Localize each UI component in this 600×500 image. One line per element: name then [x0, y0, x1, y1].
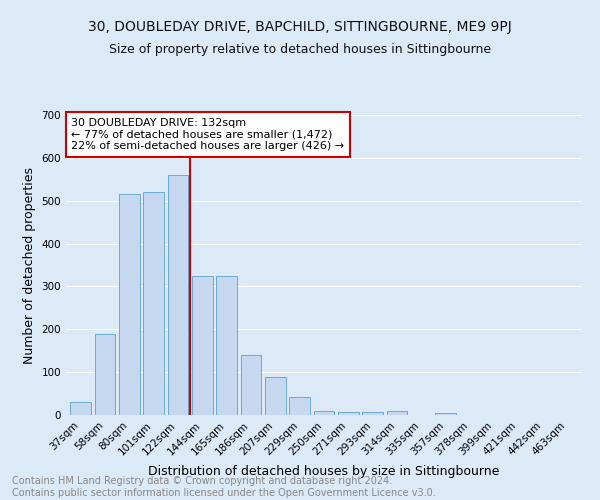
Bar [192, 276, 212, 415]
Bar [265, 378, 286, 415]
Bar [289, 397, 310, 415]
Bar [338, 412, 359, 415]
Bar [143, 192, 164, 415]
Bar [362, 412, 383, 415]
Bar [386, 410, 407, 415]
Bar [70, 402, 91, 415]
Bar [119, 194, 140, 415]
Bar [167, 175, 188, 415]
Bar [314, 410, 334, 415]
Text: Size of property relative to detached houses in Sittingbourne: Size of property relative to detached ho… [109, 42, 491, 56]
Bar [216, 276, 237, 415]
Bar [436, 413, 456, 415]
Text: 30, DOUBLEDAY DRIVE, BAPCHILD, SITTINGBOURNE, ME9 9PJ: 30, DOUBLEDAY DRIVE, BAPCHILD, SITTINGBO… [88, 20, 512, 34]
Bar [95, 334, 115, 415]
Y-axis label: Number of detached properties: Number of detached properties [23, 166, 36, 364]
X-axis label: Distribution of detached houses by size in Sittingbourne: Distribution of detached houses by size … [148, 465, 500, 478]
Text: Contains HM Land Registry data © Crown copyright and database right 2024.
Contai: Contains HM Land Registry data © Crown c… [12, 476, 436, 498]
Text: 30 DOUBLEDAY DRIVE: 132sqm
← 77% of detached houses are smaller (1,472)
22% of s: 30 DOUBLEDAY DRIVE: 132sqm ← 77% of deta… [71, 118, 344, 151]
Bar [241, 355, 262, 415]
